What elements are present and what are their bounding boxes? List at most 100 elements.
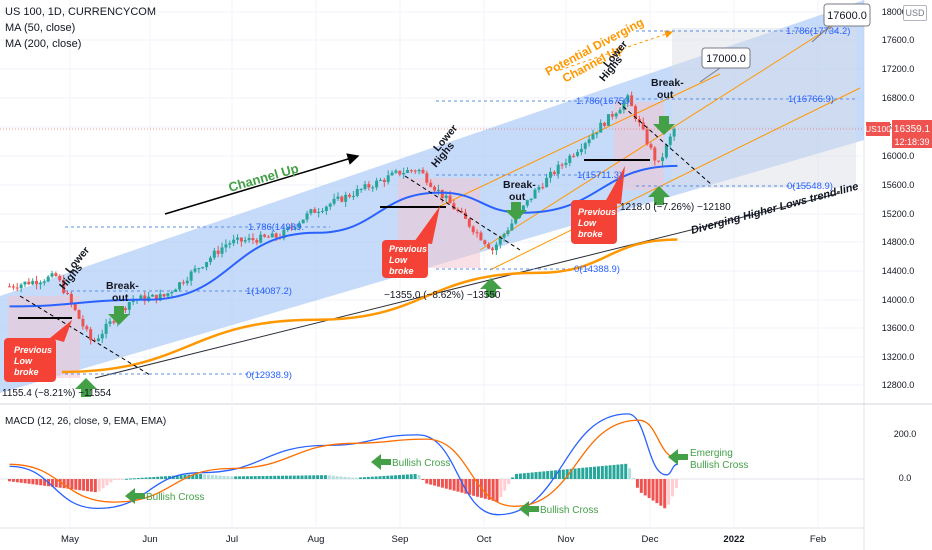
macd-bar bbox=[183, 474, 187, 479]
candle-body bbox=[529, 198, 533, 201]
candle-body bbox=[456, 209, 460, 211]
candle-body bbox=[398, 170, 402, 175]
macd-bar bbox=[417, 475, 421, 479]
macd-bar bbox=[593, 466, 597, 479]
candle-body bbox=[336, 196, 340, 199]
candle-body bbox=[328, 203, 332, 207]
macd-bar bbox=[456, 479, 460, 492]
candle-body bbox=[649, 144, 653, 148]
macd-bar bbox=[300, 475, 304, 479]
macd-bar bbox=[160, 476, 164, 479]
candle-body bbox=[131, 299, 135, 303]
macd-bar bbox=[82, 479, 86, 491]
candle-body bbox=[96, 338, 100, 342]
candle-body bbox=[363, 184, 367, 189]
macd-bar bbox=[66, 479, 70, 489]
candle-body bbox=[54, 273, 58, 277]
macd-bar bbox=[604, 465, 608, 479]
time-axis[interactable]: May Jun Jul Aug Sep Oct Nov Dec 2022 Feb bbox=[61, 534, 826, 545]
candle-body bbox=[293, 227, 297, 229]
candle-body bbox=[239, 237, 243, 242]
macd-bar bbox=[136, 477, 140, 479]
macd-axis[interactable]: 200.0 0.0 bbox=[894, 429, 917, 483]
candle-body bbox=[100, 333, 104, 339]
candle-body bbox=[321, 210, 325, 212]
candle-body bbox=[595, 132, 599, 135]
target-17600-label: 17600.0 bbox=[827, 10, 867, 22]
candle-body bbox=[429, 182, 433, 187]
candle-body bbox=[452, 203, 456, 210]
price-tick-label: 15200.0 bbox=[882, 209, 915, 219]
macd-bar bbox=[179, 475, 183, 479]
bullish-cross-oct: Bullish Cross bbox=[540, 505, 598, 516]
candle-body bbox=[510, 223, 514, 231]
candle-body bbox=[440, 189, 444, 199]
candle-body bbox=[661, 157, 665, 162]
macd-bar bbox=[659, 479, 663, 506]
bullish-cross-may: Bullish Cross bbox=[146, 492, 204, 503]
bullish-cross-arrow-may bbox=[125, 488, 145, 504]
macd-arrows bbox=[125, 449, 688, 517]
candle-body bbox=[487, 244, 491, 249]
candle-body bbox=[181, 282, 185, 284]
macd-legend[interactable]: MACD (12, 26, close, 9, EMA, EMA) bbox=[5, 416, 167, 427]
candle-body bbox=[286, 227, 290, 230]
time-tick-label: Jul bbox=[226, 534, 238, 545]
macd-bar bbox=[8, 479, 12, 482]
green-arrows bbox=[75, 116, 675, 397]
candle-body bbox=[537, 187, 541, 190]
ma200-legend[interactable]: MA (200, close) bbox=[5, 38, 82, 50]
candle-body bbox=[657, 160, 661, 162]
price-tick-label: 14400.0 bbox=[882, 266, 915, 276]
macd-bar bbox=[152, 476, 156, 479]
candle-body bbox=[69, 293, 73, 304]
candle-body bbox=[433, 186, 437, 191]
breakout-oct-2: out bbox=[509, 191, 526, 203]
price-tick-label: 15600.0 bbox=[882, 180, 915, 190]
macd-bar bbox=[343, 476, 347, 479]
candle-body bbox=[174, 289, 178, 292]
emerging-cross-arrow-dec bbox=[668, 449, 688, 465]
breakout-arrow-oct bbox=[505, 202, 527, 221]
macd-bar bbox=[281, 475, 285, 479]
macd-bar bbox=[347, 477, 351, 479]
emerging-cross-1: Emerging bbox=[690, 448, 733, 459]
support-arrow-dec bbox=[648, 186, 670, 205]
macd-bar bbox=[58, 479, 62, 488]
candle-body bbox=[108, 321, 112, 324]
candle-body bbox=[259, 234, 263, 243]
ma50-legend[interactable]: MA (50, close) bbox=[5, 22, 76, 34]
candle-body bbox=[270, 233, 274, 238]
macd-bar bbox=[316, 475, 320, 479]
callout-sep-2: Low bbox=[389, 255, 408, 265]
candle-body bbox=[166, 293, 170, 297]
macd-bar bbox=[27, 479, 31, 484]
macd-bar bbox=[655, 479, 659, 504]
price-tick-label: 14800.0 bbox=[882, 237, 915, 247]
macd-bar bbox=[312, 475, 316, 479]
currency-button[interactable]: USD bbox=[903, 5, 927, 21]
candle-body bbox=[65, 293, 69, 295]
macd-bar bbox=[105, 479, 109, 486]
macd-bar bbox=[620, 464, 624, 479]
macd-bar bbox=[62, 479, 66, 489]
macd-bar bbox=[444, 479, 448, 489]
signal-line bbox=[9, 419, 678, 507]
macd-bar bbox=[320, 475, 324, 479]
candle-body bbox=[301, 219, 305, 224]
candle-body bbox=[436, 189, 440, 191]
candle-body bbox=[402, 172, 406, 175]
macd-bar bbox=[191, 474, 195, 479]
diverging-channel-inner bbox=[439, 73, 721, 207]
target-17000-label: 17000.0 bbox=[706, 53, 746, 65]
candle-body bbox=[514, 217, 518, 224]
time-tick-label: Aug bbox=[308, 534, 325, 545]
macd-bar bbox=[296, 475, 300, 479]
macd-bar bbox=[234, 476, 238, 479]
candle-body bbox=[606, 114, 610, 126]
countdown-text: 12:18:39 bbox=[894, 137, 929, 147]
macd-bar bbox=[164, 476, 168, 479]
candle-body bbox=[603, 122, 607, 126]
macd-bar bbox=[487, 479, 491, 500]
